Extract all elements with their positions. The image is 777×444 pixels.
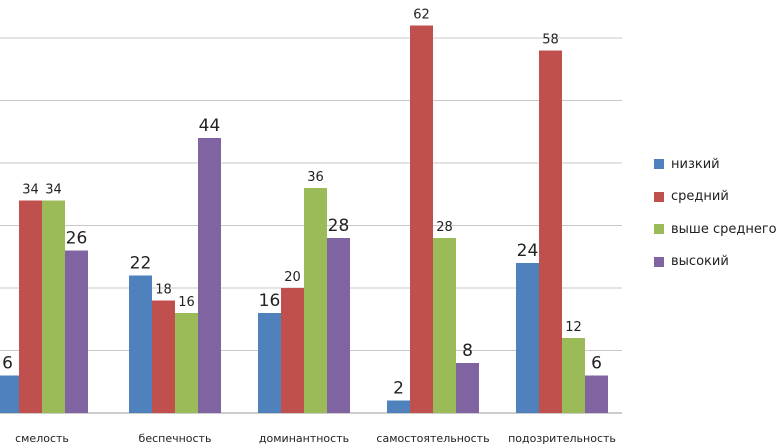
bar: [281, 288, 304, 413]
bar-value-label: 28: [328, 216, 350, 236]
bar-value-label: 6: [591, 354, 602, 374]
bar: [410, 25, 433, 413]
bar: [175, 313, 198, 413]
bar-value-label: 36: [307, 170, 324, 185]
bar-value-label: 2: [393, 379, 404, 399]
bar-value-label: 18: [155, 283, 172, 298]
legend-item-above-average: выше среднего: [654, 213, 777, 246]
bar-value-label: 44: [199, 116, 221, 136]
legend-item-low: низкий: [654, 148, 777, 181]
bar: [129, 275, 152, 413]
bar-value-label: 22: [130, 254, 152, 274]
legend-label: низкий: [671, 156, 720, 172]
category-label: смелость: [15, 432, 69, 444]
bar-value-label: 58: [542, 33, 559, 48]
category-label: самостоятельность: [376, 432, 489, 444]
bar: [327, 238, 350, 413]
legend-label: средний: [671, 189, 729, 205]
legend-swatch: [654, 191, 664, 202]
bar-value-label: 16: [259, 291, 281, 311]
bar: [539, 50, 562, 413]
bar-value-label: 6: [2, 354, 13, 374]
bar-value-label: 24: [517, 241, 539, 261]
bar: [152, 300, 175, 413]
bar: [433, 238, 456, 413]
category-labels: смелость беспечность доминантность самостоя…: [15, 432, 616, 444]
bar: [387, 400, 410, 413]
bar-value-label: 26: [66, 229, 88, 249]
bar: [516, 263, 539, 413]
bar: [562, 338, 585, 413]
bar-value-label: 62: [413, 8, 430, 23]
bar: [585, 375, 608, 413]
bar-value-label: 8: [462, 341, 473, 361]
bar: [258, 313, 281, 413]
legend-item-medium: средний: [654, 181, 777, 214]
bar-value-label: 12: [565, 320, 582, 335]
legend-swatch: [654, 224, 664, 235]
bar-value-label: 34: [22, 183, 39, 198]
legend: низкий средний выше среднего высокий: [654, 148, 777, 278]
bar-value-label: 20: [284, 270, 301, 285]
bar-value-label: 28: [436, 220, 453, 235]
legend-label: высокий: [671, 254, 729, 270]
bars: [0, 25, 608, 413]
category-label: подозрительность: [508, 432, 616, 444]
category-label: доминантность: [259, 432, 349, 444]
bar: [19, 200, 42, 413]
bar: [198, 138, 221, 413]
bar: [65, 250, 88, 413]
bar-value-label: 34: [45, 183, 62, 198]
bar: [42, 200, 65, 413]
bar: [0, 375, 19, 413]
bar: [456, 363, 479, 413]
category-label: беспечность: [139, 432, 212, 444]
legend-swatch: [654, 256, 664, 267]
legend-item-high: высокий: [654, 246, 777, 279]
bar: [304, 188, 327, 413]
legend-swatch: [654, 159, 664, 170]
legend-label: выше среднего: [671, 221, 777, 237]
bar-value-label: 16: [178, 295, 195, 310]
